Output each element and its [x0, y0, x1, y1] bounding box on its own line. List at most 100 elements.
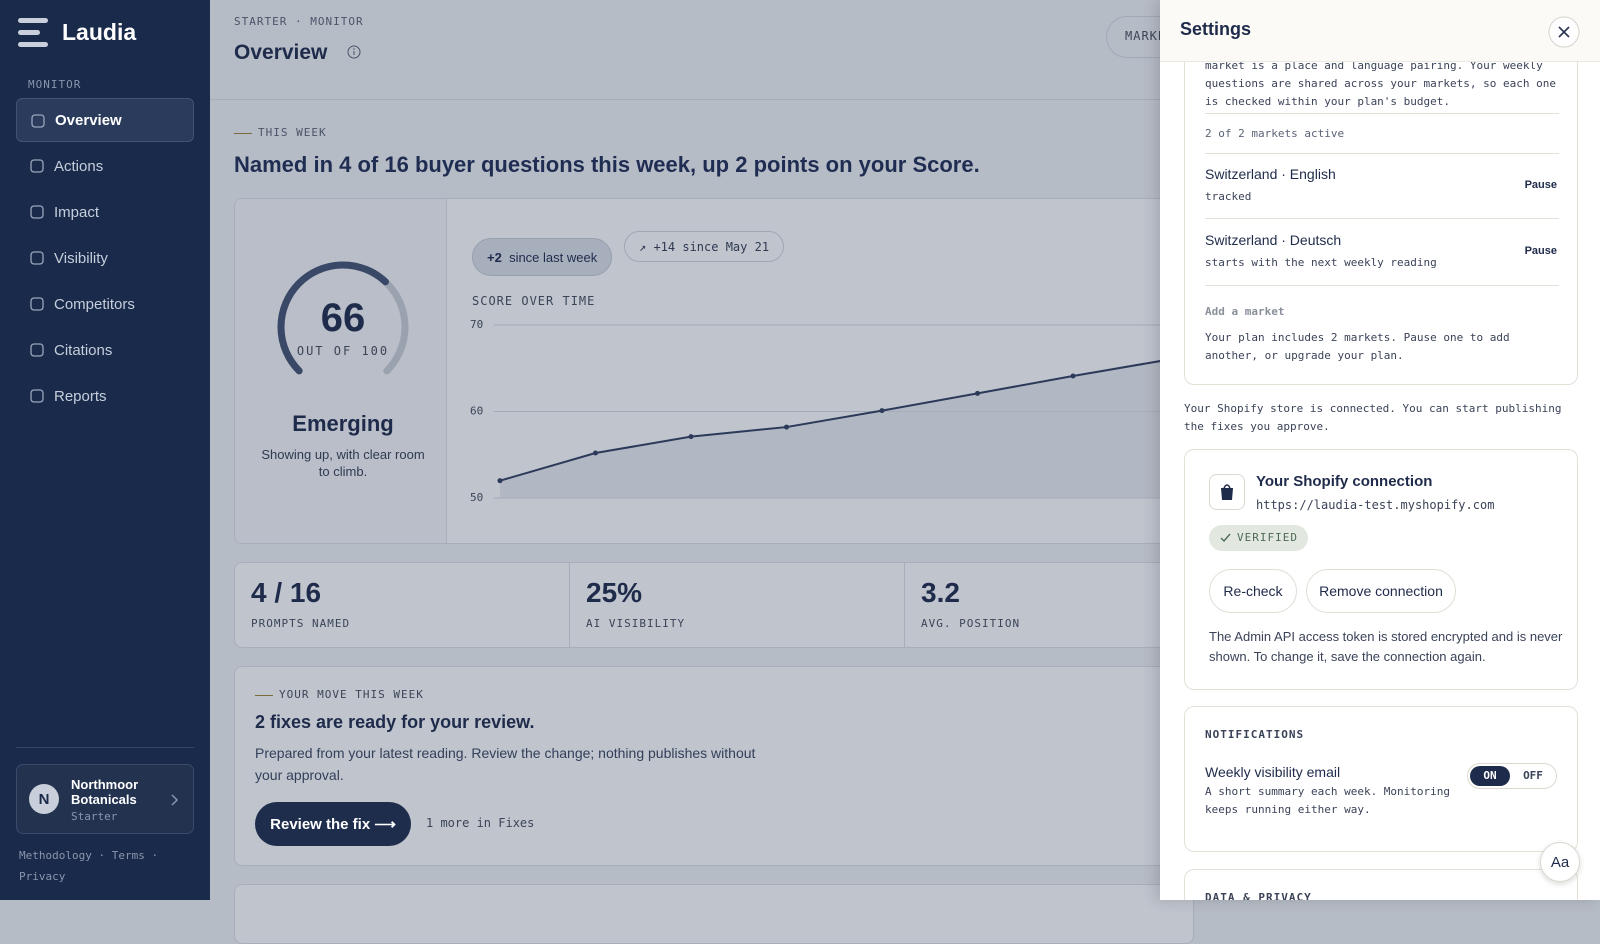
market-name: Switzerland · English: [1205, 166, 1336, 182]
point: [784, 424, 789, 430]
chip: +2 since last week: [472, 238, 613, 276]
nav-icon: [30, 251, 44, 265]
footer-link[interactable]: Methodology: [19, 849, 92, 862]
nav-icon: [30, 389, 44, 403]
chart-layer: 70 60 50: [277, 261, 1160, 504]
chip: ↗ +14 since May 21: [624, 231, 785, 262]
nav-icon: [30, 159, 44, 173]
score-max: OUT OF 100: [268, 344, 418, 358]
add-market[interactable]: Add a market: [1205, 305, 1285, 318]
notifications-heading: NOTIFICATIONS: [1205, 728, 1305, 741]
nav-item[interactable]: Impact: [16, 190, 194, 234]
market-name: Switzerland · Deutsch: [1205, 232, 1342, 248]
close-button[interactable]: [1548, 16, 1580, 48]
page-title: Overview: [234, 41, 328, 64]
pause-button[interactable]: Pause: [1524, 245, 1557, 257]
sidebar: Laudia MONITOR Overview Actions Impact Visi…: [0, 0, 210, 900]
nav-item[interactable]: Competitors: [16, 282, 194, 326]
notification-description: A short summary each week. Monitoring ke…: [1205, 785, 1451, 816]
y-tick-label: 70: [470, 318, 483, 331]
brand: Laudia: [62, 19, 137, 45]
logo-icon: [18, 18, 48, 47]
account-card[interactable]: N Northmoor Botanicals Starter: [16, 764, 194, 834]
recheck-button[interactable]: Re-check: [1209, 569, 1297, 613]
panel-header: Settings: [1160, 0, 1600, 62]
market-detail: tracked: [1205, 190, 1252, 203]
privacy-heading: DATA & PRIVACY: [1205, 891, 1312, 900]
privacy-card: DATA & PRIVACY: [1184, 869, 1578, 900]
score-level: Emerging: [292, 411, 394, 436]
nav-icon: [30, 205, 44, 219]
settings-panel: Settings market is a place and language …: [1160, 0, 1600, 900]
point: [1070, 373, 1076, 379]
line: [499, 360, 1160, 482]
footer-link[interactable]: Terms: [111, 849, 145, 862]
panel-title: Settings: [1180, 19, 1252, 39]
nav-item[interactable]: Overview: [16, 98, 194, 142]
nav-icon: [31, 114, 45, 128]
nav-label: Competitors: [54, 295, 135, 313]
score-value: 66: [320, 296, 366, 340]
stat-value: 3.2: [921, 577, 960, 608]
nav-item[interactable]: Reports: [16, 374, 194, 418]
toggle-on[interactable]: ON: [1470, 766, 1510, 786]
move-note: 1 more in Fixes: [426, 816, 535, 830]
chip-label: since last week: [509, 250, 598, 265]
area: [500, 361, 1160, 498]
point: [879, 408, 885, 414]
pause-button[interactable]: Pause: [1524, 179, 1557, 191]
breadcrumb: STARTER · MONITOR: [234, 15, 364, 28]
gauge-value: [277, 261, 389, 375]
avatar: N: [29, 784, 59, 814]
account-name: Northmoor Botanicals: [71, 777, 139, 807]
remove-button[interactable]: Remove connection: [1306, 569, 1456, 613]
toggle-off[interactable]: OFF: [1523, 769, 1543, 782]
stat-card: 4 / 16 PROMPTS NAMED: [234, 562, 570, 648]
move-title: 2 fixes are ready for your review.: [255, 712, 535, 732]
score-out-of: OUT OF: [296, 344, 353, 358]
chevron: [171, 794, 179, 806]
nav-label: Citations: [54, 341, 113, 359]
shopify-note: The Admin API access token is stored enc…: [1209, 629, 1563, 664]
move-description: Prepared from your latest reading. Revie…: [255, 745, 756, 783]
toggle[interactable]: ON OFF: [1467, 763, 1557, 789]
markets-status: 2 of 2 markets active: [1205, 127, 1345, 140]
notifications-card: NOTIFICATIONS Weekly visibility email A …: [1184, 706, 1578, 852]
headline: Named in 4 of 16 buyer questions this we…: [234, 152, 980, 177]
point: [497, 478, 503, 484]
score-description: Showing up, with clear room to climb.: [261, 447, 425, 479]
nav-item[interactable]: Visibility: [16, 236, 194, 280]
footer-link[interactable]: Privacy: [19, 870, 66, 883]
stat-label: AI VISIBILITY: [586, 617, 686, 630]
divider: [1205, 153, 1559, 154]
markets-intro: market is a place and language pairing. …: [1205, 62, 1556, 108]
nav-icon: [30, 343, 44, 357]
nav-item[interactable]: Actions: [16, 144, 194, 188]
info-icon[interactable]: [346, 44, 362, 60]
shopify-title: Your Shopify connection: [1256, 473, 1433, 490]
verified-text: VERIFIED: [1237, 531, 1298, 544]
shopify-icon: [1209, 474, 1245, 510]
stat-label: PROMPTS NAMED: [251, 617, 351, 630]
stat-value: 25%: [586, 577, 643, 608]
eyebrow-text: THIS WEEK: [258, 126, 327, 139]
y-tick-label: 50: [470, 491, 483, 504]
nav-item[interactable]: Citations: [16, 328, 194, 372]
score-panel: [235, 199, 447, 543]
shopify-intro: Your Shopify store is connected. You can…: [1184, 402, 1562, 433]
stat-value: 4 / 16: [251, 577, 322, 608]
nav-label: Actions: [54, 157, 104, 175]
markets-limit: Your plan includes 2 markets. Pause one …: [1205, 331, 1510, 362]
footer-links: Methodology · Terms · Privacy: [19, 849, 159, 883]
point: [593, 450, 598, 456]
nav-icon: [30, 297, 44, 311]
review-button[interactable]: Review the fix ⟶: [255, 802, 411, 846]
font-button[interactable]: Aa: [1540, 842, 1580, 882]
eyebrow: THIS WEEK: [234, 126, 327, 139]
market-detail: starts with the next weekly reading: [1205, 256, 1437, 269]
shopify-url: https://laudia-test.myshopify.com: [1256, 498, 1495, 512]
notification-label: Weekly visibility email: [1205, 764, 1341, 780]
shopify-card: Your Shopify connection https://laudia-t…: [1184, 449, 1578, 690]
